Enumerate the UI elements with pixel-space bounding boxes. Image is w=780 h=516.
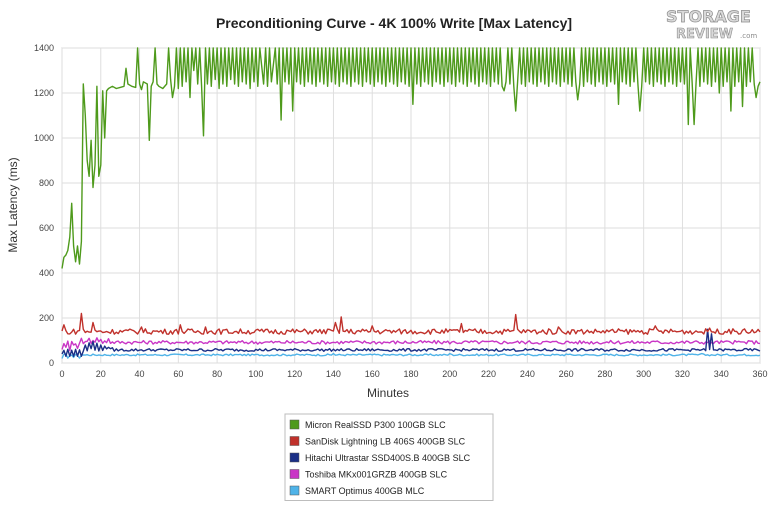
logo-text-suffix: .com [740, 32, 757, 40]
y-tick-label: 0 [49, 358, 54, 368]
x-tick-label: 320 [675, 369, 690, 379]
y-tick-label: 200 [39, 313, 54, 323]
logo-text-line2: REVIEW [676, 27, 733, 42]
x-tick-label: 280 [597, 369, 612, 379]
x-tick-label: 160 [365, 369, 380, 379]
x-axis-label: Minutes [367, 386, 409, 400]
legend-box [284, 413, 494, 501]
x-tick-label: 220 [481, 369, 496, 379]
x-tick-label: 60 [173, 369, 183, 379]
x-tick-label: 0 [59, 369, 64, 379]
x-tick-label: 340 [714, 369, 729, 379]
x-tick-label: 200 [442, 369, 457, 379]
y-axis-ticks: 0 200 400 600 800 1000 1200 1400 [34, 43, 54, 368]
x-tick-label: 360 [752, 369, 767, 379]
legend-label: SMART Optimus 400GB MLC [305, 486, 425, 496]
x-tick-label: 20 [96, 369, 106, 379]
y-tick-label: 1400 [34, 43, 54, 53]
logo-text-line1: STORAGE [666, 7, 751, 26]
y-tick-label: 600 [39, 223, 54, 233]
legend-swatch [289, 436, 300, 446]
legend: Micron RealSSD P300 100GB SLC SanDisk Lig… [284, 413, 494, 501]
gridlines [61, 47, 761, 364]
legend-swatch [289, 485, 300, 496]
legend-label: Micron RealSSD P300 100GB SLC [305, 420, 446, 430]
y-axis-label: Max Latency (ms) [6, 157, 20, 252]
y-tick-label: 400 [39, 268, 54, 278]
y-tick-label: 1200 [34, 88, 54, 98]
series-lines [61, 47, 761, 359]
legend-label: SanDisk Lightning LB 406S 400GB SLC [305, 437, 466, 447]
storagereview-logo: STORAGE REVIEW .com [666, 7, 758, 43]
x-axis-ticks: 0 20 40 60 80 100 120 140 160 180 200 220 240 260 280 3… [59, 369, 767, 379]
chart-title: Preconditioning Curve - 4K 100% Write [M… [216, 15, 572, 31]
legend-label: Hitachi Ultrastar SSD400S.B 400GB SLC [305, 453, 471, 463]
legend-swatch [289, 469, 300, 479]
series-line [61, 47, 761, 269]
series-line [61, 337, 761, 352]
y-tick-label: 800 [39, 178, 54, 188]
series-line [61, 312, 761, 335]
x-tick-label: 300 [636, 369, 651, 379]
x-tick-label: 100 [248, 369, 263, 379]
legend-label: Toshiba MKx001GRZB 400GB SLC [305, 470, 448, 480]
legend-swatch [289, 419, 300, 430]
series-line [61, 352, 761, 359]
series-line [61, 328, 761, 357]
x-tick-label: 40 [135, 369, 145, 379]
y-tick-label: 1000 [34, 133, 54, 143]
x-tick-label: 180 [403, 369, 418, 379]
legend-swatch [289, 452, 300, 463]
x-tick-label: 120 [287, 369, 302, 379]
x-tick-label: 80 [212, 369, 222, 379]
x-tick-label: 240 [520, 369, 535, 379]
x-tick-label: 140 [326, 369, 341, 379]
x-tick-label: 260 [559, 369, 574, 379]
